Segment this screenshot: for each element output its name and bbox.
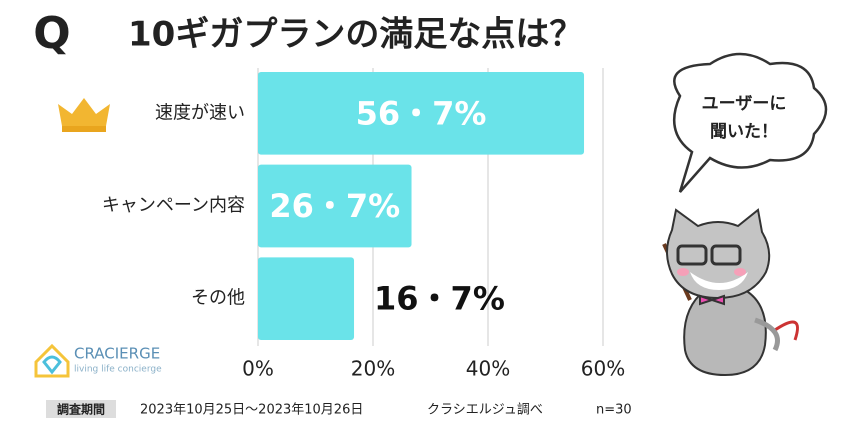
category-label: キャンペーン内容 bbox=[102, 195, 245, 216]
crown-icon bbox=[58, 98, 110, 132]
bubble-line: 聞いた！ bbox=[710, 122, 778, 142]
survey-label: 調査期間 bbox=[57, 402, 105, 417]
cat-illustration bbox=[662, 208, 799, 377]
bar bbox=[258, 164, 412, 248]
logo-name: CRACIERGE bbox=[74, 345, 160, 363]
x-tick-label: 0% bbox=[242, 357, 274, 381]
category-label: 速度が速い bbox=[155, 102, 245, 123]
x-tick-label: 20% bbox=[351, 357, 395, 381]
x-tick-label: 40% bbox=[466, 357, 510, 381]
sample-size: n=30 bbox=[596, 403, 632, 418]
value-label: 56・7% bbox=[356, 94, 487, 132]
survey-label-box bbox=[46, 400, 116, 418]
logo: CRACIERGE living life concierge bbox=[34, 343, 162, 378]
chart-title: 10ギガプランの満足な点は？ bbox=[128, 15, 583, 55]
value-label: 16・7% bbox=[374, 280, 505, 318]
bar bbox=[258, 72, 585, 155]
survey-period: 2023年10月25日〜2023年10月26日 bbox=[140, 403, 363, 418]
title-prefix: Q bbox=[33, 8, 70, 59]
category-label: その他 bbox=[191, 288, 245, 309]
logo-tagline: living life concierge bbox=[74, 365, 162, 375]
bubble-line: ユーザーに bbox=[702, 94, 787, 114]
bar bbox=[258, 257, 355, 340]
plot-area bbox=[257, 68, 604, 346]
source: クラシエルジュ調べ bbox=[427, 403, 543, 418]
x-tick-label: 60% bbox=[581, 357, 625, 381]
value-label: 26・7% bbox=[269, 187, 400, 225]
speech-bubble: ユーザーに 聞いた！ bbox=[672, 52, 828, 193]
